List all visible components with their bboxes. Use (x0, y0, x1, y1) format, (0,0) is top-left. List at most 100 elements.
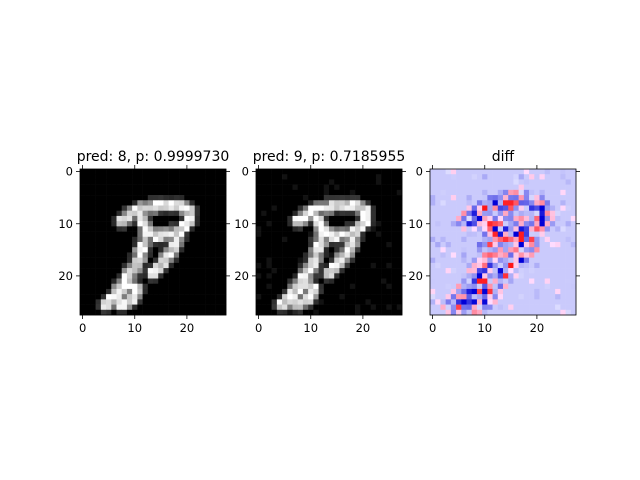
heatmap-cell (396, 169, 403, 175)
heatmap-cell (189, 195, 196, 201)
heatmap-cell (391, 268, 398, 274)
heatmap-cell (360, 236, 366, 243)
heatmap-cell (391, 236, 398, 243)
heatmap-cell (329, 278, 335, 285)
heatmap-cell (271, 205, 278, 212)
heatmap-cell (461, 299, 467, 305)
heatmap-cell (461, 278, 467, 285)
heatmap-cell (365, 299, 372, 305)
heatmap-cell (215, 195, 222, 201)
heatmap-cell (370, 273, 377, 279)
heatmap-cell (116, 268, 123, 274)
heatmap-cell (80, 294, 86, 300)
heatmap-cell (163, 273, 169, 279)
heatmap-cell (565, 179, 572, 185)
heatmap-cell (199, 242, 206, 248)
heatmap-cell (539, 236, 546, 243)
heatmap-cell (386, 221, 392, 227)
heatmap-cell (445, 294, 452, 300)
heatmap-cell (560, 184, 566, 191)
heatmap-cell (518, 299, 525, 305)
heatmap-cell (256, 278, 262, 285)
heatmap-cell (471, 169, 478, 175)
heatmap-cell (302, 288, 309, 295)
heatmap-cell (106, 304, 112, 311)
heatmap-cell (158, 304, 164, 311)
heatmap-cell (132, 184, 138, 191)
heatmap-cell (391, 205, 398, 212)
heatmap-cell (168, 242, 175, 248)
heatmap-cell (555, 210, 561, 217)
heatmap-cell (318, 236, 325, 243)
heatmap-cell (565, 278, 572, 285)
heatmap-cell (430, 205, 436, 212)
heatmap-cell (339, 184, 345, 191)
heatmap-cell (205, 257, 211, 264)
heatmap-cell (391, 283, 398, 290)
heatmap-cell (349, 268, 356, 274)
heatmap-cell (461, 189, 467, 196)
heatmap-cell (440, 299, 446, 305)
heatmap-cell (339, 288, 345, 295)
heatmap-cell (220, 215, 227, 222)
heatmap-cell (492, 299, 499, 305)
heatmap-cell (549, 231, 556, 238)
heatmap-cell (560, 309, 566, 316)
heatmap-cell (142, 299, 149, 305)
heatmap-cell (560, 262, 566, 269)
heatmap-cell (555, 195, 561, 201)
heatmap-cell (95, 210, 102, 217)
heatmap-cell (396, 309, 403, 316)
heatmap-cell (344, 179, 351, 185)
heatmap-cell (199, 231, 206, 238)
heatmap-cell (111, 309, 117, 316)
heatmap-cell (560, 278, 566, 285)
heatmap-cell (445, 288, 452, 295)
heatmap-cell (168, 210, 175, 217)
heatmap-cell (173, 294, 180, 300)
heatmap-cell (80, 242, 86, 248)
heatmap-cell (121, 304, 128, 311)
heatmap-cell (555, 174, 561, 180)
heatmap-cell (121, 174, 128, 180)
heatmap-cell (282, 247, 288, 253)
heatmap-cell (85, 299, 91, 305)
heatmap-cell (121, 247, 128, 253)
heatmap-cell (158, 257, 164, 264)
heatmap-cell (313, 189, 319, 196)
heatmap-cell (147, 309, 154, 316)
heatmap-cell (256, 304, 262, 311)
heatmap-cell (116, 169, 123, 175)
heatmap-cell (313, 283, 319, 290)
heatmap-cell (194, 210, 201, 217)
heatmap-cell (344, 304, 351, 311)
heatmap-cell (544, 294, 551, 300)
heatmap-cell (100, 195, 107, 201)
heatmap-cell (430, 179, 436, 185)
heatmap-cell (355, 205, 361, 212)
heatmap-cell (396, 189, 403, 196)
heatmap-cell (529, 179, 535, 185)
heatmap-cell (544, 262, 551, 269)
heatmap-cell (194, 200, 201, 206)
heatmap-cell (518, 294, 525, 300)
heatmap-cell (179, 283, 185, 290)
heatmap-cell (95, 242, 102, 248)
heatmap-cell (492, 205, 499, 212)
heatmap-cell (194, 205, 201, 212)
heatmap-cell (302, 231, 309, 238)
heatmap-cell (90, 210, 96, 217)
heatmap-cell (318, 309, 325, 316)
heatmap-cell (560, 268, 566, 274)
heatmap-cell (137, 309, 143, 316)
heatmap-cell (492, 195, 499, 201)
heatmap-cell (179, 210, 185, 217)
heatmap-cell (137, 226, 143, 232)
heatmap-cell (471, 262, 478, 269)
heatmap-cell (513, 169, 519, 175)
heatmap-cell (194, 221, 201, 227)
heatmap-cell (111, 169, 117, 175)
heatmap-cell (560, 174, 566, 180)
